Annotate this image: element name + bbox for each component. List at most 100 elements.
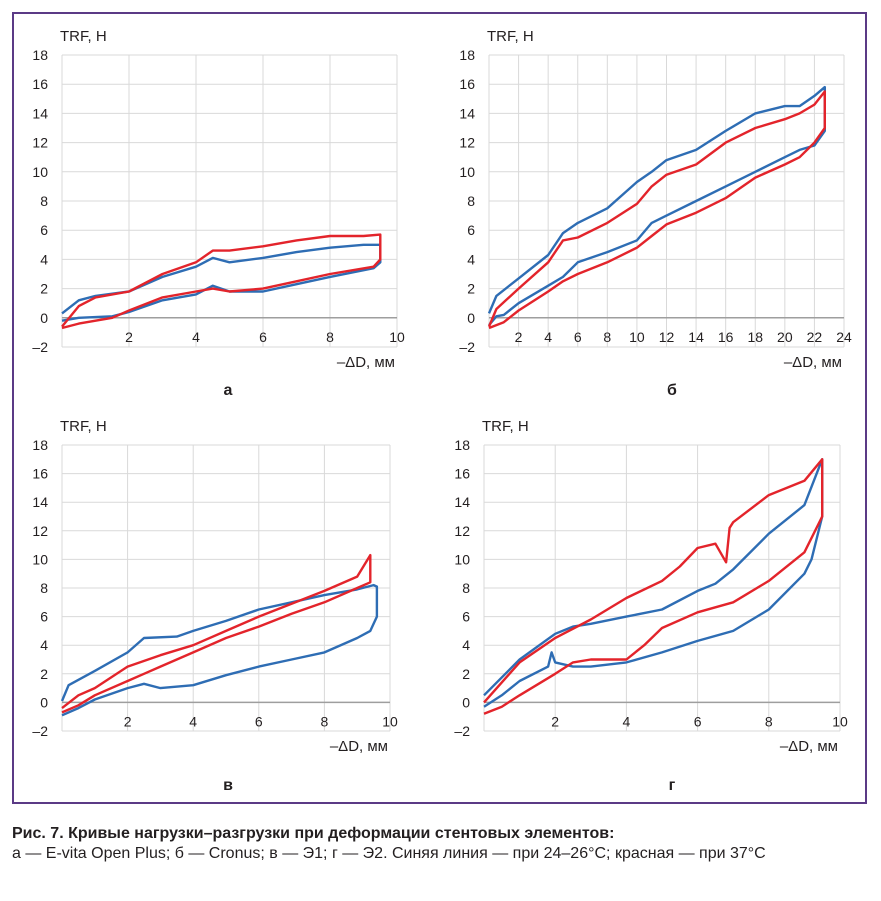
y-tick-label: –2 xyxy=(32,339,48,355)
y-tick-label: 16 xyxy=(454,466,470,482)
x-tick-label: 20 xyxy=(777,329,793,345)
y-tick-label: 4 xyxy=(462,637,470,653)
y-tick-label: 2 xyxy=(40,666,48,682)
figure-caption: Рис. 7. Кривые нагрузки–разгрузки при де… xyxy=(12,824,870,864)
y-tick-label: 6 xyxy=(462,609,470,625)
y-tick-label: 0 xyxy=(462,694,470,710)
series-line-red xyxy=(61,233,382,330)
x-tick-label: 24 xyxy=(836,329,852,345)
y-tick-label: –2 xyxy=(32,723,48,739)
y-tick-label: 16 xyxy=(459,76,475,92)
panel-label: б xyxy=(667,382,677,399)
y-tick-label: 18 xyxy=(454,437,470,453)
y-tick-label: –2 xyxy=(459,339,475,355)
x-tick-label: 8 xyxy=(321,713,329,729)
y-tick-label: 4 xyxy=(40,637,48,653)
y-tick-label: 10 xyxy=(459,164,475,180)
x-tick-label: 6 xyxy=(574,329,582,345)
figure-frame xyxy=(12,12,867,804)
x-axis-title: –ΔD, мм xyxy=(784,354,842,371)
x-tick-label: 10 xyxy=(382,713,398,729)
y-tick-label: 12 xyxy=(32,523,48,539)
y-tick-label: 8 xyxy=(467,193,475,209)
series-line-red xyxy=(483,458,824,715)
y-axis-title: TRF, Н xyxy=(487,28,534,45)
y-tick-label: 8 xyxy=(462,580,470,596)
y-tick-label: 8 xyxy=(40,193,48,209)
y-tick-label: 10 xyxy=(32,164,48,180)
x-tick-label: 2 xyxy=(125,329,133,345)
y-axis-title: TRF, Н xyxy=(60,418,107,435)
x-tick-label: 4 xyxy=(192,329,200,345)
y-tick-label: 2 xyxy=(462,666,470,682)
y-tick-label: 10 xyxy=(454,551,470,567)
y-tick-label: 18 xyxy=(32,47,48,63)
x-tick-label: 8 xyxy=(326,329,334,345)
x-tick-label: 12 xyxy=(659,329,675,345)
x-tick-label: 10 xyxy=(389,329,405,345)
series-line-red xyxy=(61,553,372,714)
y-tick-label: 8 xyxy=(40,580,48,596)
x-tick-label: 2 xyxy=(515,329,523,345)
panel-label: а xyxy=(224,382,233,399)
chart-3: –2 0 2 4 6 8 10 12 14 16 18 2 4 6 8 10 TRF, Н –ΔD, мм г xyxy=(454,418,848,794)
x-tick-label: 14 xyxy=(688,329,704,345)
y-tick-label: 10 xyxy=(32,551,48,567)
caption-title: Рис. 7. Кривые нагрузки–разгрузки при де… xyxy=(12,825,615,842)
x-axis-title: –ΔD, мм xyxy=(337,354,395,371)
caption-body: а — E-vita Open Plus; б — Cronus; в — Э1… xyxy=(12,845,766,862)
x-tick-label: 18 xyxy=(747,329,763,345)
y-tick-label: 18 xyxy=(32,437,48,453)
y-tick-label: 0 xyxy=(467,310,475,326)
y-tick-label: 6 xyxy=(467,222,475,238)
y-tick-label: 2 xyxy=(40,281,48,297)
y-axis-title: TRF, Н xyxy=(60,28,107,45)
x-tick-label: 16 xyxy=(718,329,734,345)
y-tick-label: 14 xyxy=(32,105,48,121)
y-tick-label: 14 xyxy=(32,494,48,510)
x-tick-label: 10 xyxy=(629,329,645,345)
y-tick-label: 14 xyxy=(454,494,470,510)
x-tick-label: 22 xyxy=(807,329,823,345)
series-line-red xyxy=(487,90,826,330)
y-tick-label: 6 xyxy=(40,222,48,238)
y-tick-label: 12 xyxy=(459,135,475,151)
series-line-blue xyxy=(487,85,826,326)
x-tick-label: 8 xyxy=(765,713,773,729)
y-tick-label: 4 xyxy=(40,251,48,267)
y-tick-label: 0 xyxy=(40,694,48,710)
y-tick-label: 16 xyxy=(32,466,48,482)
chart-0: –2 0 2 4 6 8 10 12 14 16 18 2 4 6 8 10 TRF, Н –ΔD, мм а xyxy=(32,28,405,399)
y-tick-label: 12 xyxy=(454,523,470,539)
panel-label: г xyxy=(669,777,676,794)
x-tick-label: 6 xyxy=(255,713,263,729)
y-tick-label: 2 xyxy=(467,281,475,297)
x-tick-label: 6 xyxy=(694,713,702,729)
x-tick-label: 4 xyxy=(189,713,197,729)
y-tick-label: –2 xyxy=(454,723,470,739)
series-line-blue xyxy=(483,458,824,708)
x-tick-label: 6 xyxy=(259,329,267,345)
x-tick-label: 2 xyxy=(551,713,559,729)
x-tick-label: 4 xyxy=(623,713,631,729)
y-tick-label: 6 xyxy=(40,609,48,625)
x-tick-label: 8 xyxy=(603,329,611,345)
y-tick-label: 18 xyxy=(459,47,475,63)
y-axis-title: TRF, Н xyxy=(482,418,529,435)
x-axis-title: –ΔD, мм xyxy=(330,738,388,755)
y-tick-label: 14 xyxy=(459,105,475,121)
panel-label: в xyxy=(223,777,233,794)
y-tick-label: 0 xyxy=(40,310,48,326)
x-tick-label: 2 xyxy=(124,713,132,729)
x-tick-label: 4 xyxy=(544,329,552,345)
y-tick-label: 16 xyxy=(32,76,48,92)
y-tick-label: 4 xyxy=(467,251,475,267)
y-tick-label: 12 xyxy=(32,135,48,151)
chart-2: –2 0 2 4 6 8 10 12 14 16 18 2 4 6 8 10 TRF, Н –ΔD, мм в xyxy=(32,418,398,794)
x-axis-title: –ΔD, мм xyxy=(780,738,838,755)
series-line-blue xyxy=(60,583,379,717)
x-tick-label: 10 xyxy=(832,713,848,729)
series-line-blue xyxy=(61,243,382,322)
